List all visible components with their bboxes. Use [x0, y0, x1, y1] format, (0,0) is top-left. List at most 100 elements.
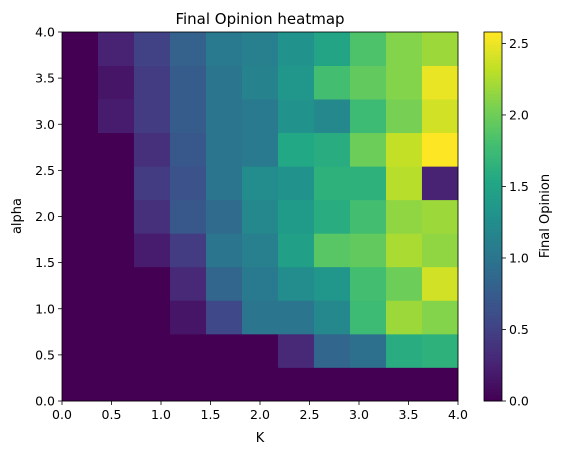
colorbar-segment — [484, 231, 502, 236]
colorbar-segment — [484, 188, 502, 193]
heatmap-cell — [62, 233, 99, 268]
colorbar-segment — [484, 351, 502, 356]
heatmap-cell — [421, 99, 459, 134]
colorbar-ticks: 0.0 0.5 1.0 1.5 2.0 2.5 — [502, 36, 529, 409]
heatmap-cell — [421, 199, 459, 234]
colorbar-segment — [484, 281, 502, 285]
heatmap-cell — [98, 32, 135, 66]
colorbar-segment — [484, 90, 502, 94]
colorbar — [483, 31, 503, 402]
heatmap-cell — [278, 266, 315, 301]
colorbar-segment — [484, 397, 502, 402]
x-tick-label: 0.5 — [102, 407, 122, 422]
colorbar-segment — [484, 127, 502, 131]
heatmap-cell — [421, 367, 459, 402]
y-tick-label: 3.5 — [35, 71, 55, 86]
heatmap-cell — [241, 166, 279, 201]
heatmap-cell — [278, 300, 315, 335]
colorbar-tick-label: 0.5 — [509, 322, 529, 337]
colorbar-segment — [484, 364, 502, 368]
heatmap-cell — [133, 65, 171, 100]
heatmap-cell — [421, 65, 459, 100]
colorbar-segment — [484, 118, 502, 122]
heatmap-cell — [386, 32, 423, 66]
heatmap-cell — [313, 132, 351, 167]
heatmap-cell — [421, 166, 459, 201]
colorbar-segment — [484, 225, 502, 230]
heatmap-cell — [62, 132, 99, 167]
colorbar-segment — [484, 115, 502, 119]
heatmap-cell — [98, 199, 135, 234]
heatmap-cell — [349, 300, 387, 335]
heatmap-cell — [241, 300, 279, 335]
heatmap-cell — [241, 333, 279, 368]
heatmap-cell — [313, 199, 351, 234]
colorbar-segment — [484, 124, 502, 128]
heatmap-cell — [241, 65, 279, 100]
colorbar-segment — [484, 130, 502, 134]
colorbar-segment — [484, 234, 502, 239]
heatmap-cell — [313, 300, 351, 335]
heatmap-cell — [386, 132, 423, 167]
heatmap-cell — [62, 65, 99, 100]
heatmap-cell — [133, 199, 171, 234]
colorbar-segment — [484, 379, 502, 384]
heatmap-cell — [62, 99, 99, 134]
heatmap-cell — [133, 99, 171, 134]
y-tick-label: 2.0 — [35, 209, 55, 224]
heatmap-cell — [98, 333, 135, 368]
heatmap-cell — [278, 233, 315, 268]
heatmap-cell — [313, 266, 351, 301]
heatmap-cell — [170, 300, 207, 335]
x-tick-label: 4.0 — [448, 407, 468, 422]
colorbar-segment — [484, 290, 502, 294]
colorbar-segment — [484, 198, 502, 202]
heatmap-cell — [133, 367, 171, 402]
heatmap-cell — [62, 266, 99, 301]
colorbar-segment — [484, 65, 502, 70]
colorbar-segment — [484, 222, 502, 227]
colorbar-segment — [484, 191, 502, 196]
heatmap-cell — [313, 333, 351, 368]
heatmap-cell — [170, 367, 207, 402]
colorbar-tick-label: 0.0 — [509, 394, 529, 409]
heatmap-cell — [98, 233, 135, 268]
colorbar-segment — [484, 293, 502, 297]
colorbar-segment — [484, 87, 502, 91]
colorbar-segment — [484, 228, 502, 233]
colorbar-segment — [484, 59, 502, 64]
heatmap-cell — [62, 199, 99, 234]
heatmap-cell — [206, 199, 243, 234]
colorbar-segment — [484, 321, 502, 325]
colorbar-segment — [484, 311, 502, 316]
heatmap-cell — [349, 32, 387, 66]
colorbar-segment — [484, 139, 502, 144]
colorbar-segment — [484, 47, 502, 51]
colorbar-segment — [484, 148, 502, 153]
colorbar-segment — [484, 354, 502, 359]
colorbar-segment — [484, 173, 502, 178]
x-tick-label: 3.0 — [349, 407, 369, 422]
colorbar-segment — [484, 357, 502, 362]
colorbar-segment — [484, 262, 502, 267]
heatmap-cell — [386, 166, 423, 201]
heatmap-cell — [206, 99, 243, 134]
heatmap-cell — [98, 367, 135, 402]
heatmap-cell — [133, 300, 171, 335]
colorbar-segment — [484, 391, 502, 396]
heatmap-cell — [278, 333, 315, 368]
colorbar-segment — [484, 207, 502, 211]
colorbar-segment — [484, 35, 502, 39]
colorbar-segment — [484, 108, 502, 113]
heatmap-cell — [349, 65, 387, 100]
heatmap-cell — [421, 333, 459, 368]
colorbar-segment — [484, 250, 502, 254]
heatmap-cell — [62, 166, 99, 201]
colorbar-frame — [483, 31, 503, 402]
colorbar-segment — [484, 256, 502, 261]
colorbar-segment — [484, 327, 502, 331]
heatmap-cell — [206, 233, 243, 268]
y-axis-ticks: 0.0 0.5 1.0 1.5 2.0 2.5 3.0 3.5 4.0 — [35, 25, 62, 409]
colorbar-segment — [484, 367, 502, 371]
colorbar-segment — [484, 161, 502, 165]
